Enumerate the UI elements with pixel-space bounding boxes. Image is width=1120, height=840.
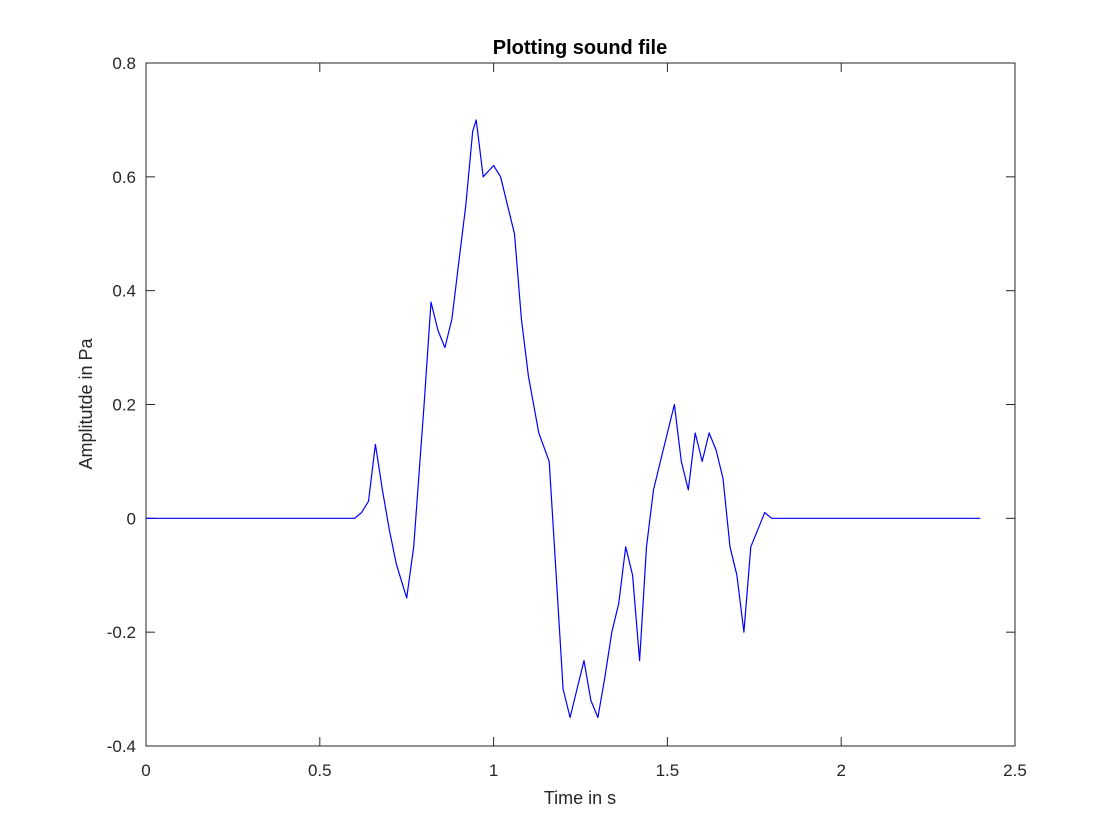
y-tick-label: -0.2 bbox=[107, 623, 136, 642]
chart-title: Plotting sound file bbox=[493, 37, 667, 59]
y-tick-label: -0.4 bbox=[107, 737, 136, 756]
x-tick-label: 2.5 bbox=[1003, 761, 1027, 780]
x-tick-label: 2 bbox=[836, 761, 845, 780]
plot-area bbox=[145, 62, 1016, 747]
x-tick-label: 0 bbox=[141, 761, 150, 780]
y-tick-label: 0.4 bbox=[112, 282, 136, 301]
x-axis-label: Time in s bbox=[544, 788, 616, 808]
series-layer bbox=[146, 119, 981, 719]
series-line bbox=[146, 119, 981, 719]
x-tick-label: 0.5 bbox=[308, 761, 332, 780]
y-tick-label: 0.2 bbox=[112, 396, 136, 415]
x-tick-label: 1 bbox=[489, 761, 498, 780]
y-tick-label: 0.6 bbox=[112, 168, 136, 187]
x-axis-ticks: 0 0.5 1 1.5 2 2.5 bbox=[141, 63, 1027, 780]
y-tick-label: 0 bbox=[127, 509, 136, 528]
y-tick-label: 0.8 bbox=[112, 54, 136, 73]
y-axis-label: Amplitutde in Pa bbox=[76, 337, 96, 469]
y-axis-ticks: -0.4 -0.2 0 0.2 0.4 0.6 0.8 bbox=[107, 54, 1015, 756]
x-tick-label: 1.5 bbox=[656, 761, 680, 780]
